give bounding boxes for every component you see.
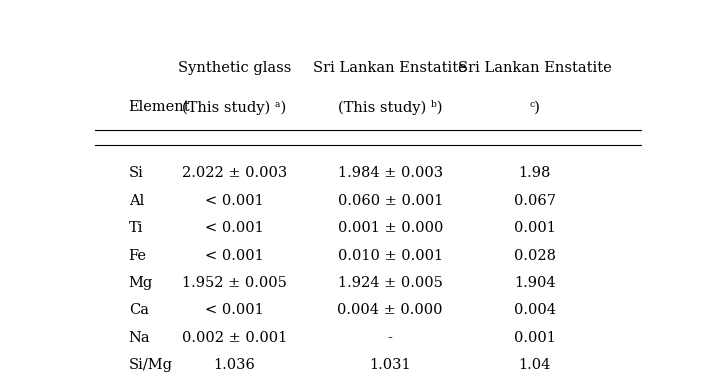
Text: 1.984 ± 0.003: 1.984 ± 0.003 — [337, 166, 443, 180]
Text: Si: Si — [129, 166, 144, 180]
Text: Sri Lankan Enstatite: Sri Lankan Enstatite — [458, 61, 612, 76]
Text: 0.060 ± 0.001: 0.060 ± 0.001 — [337, 194, 443, 208]
Text: 0.010 ± 0.001: 0.010 ± 0.001 — [337, 249, 443, 263]
Text: 0.004: 0.004 — [514, 303, 556, 317]
Text: 0.004 ± 0.000: 0.004 ± 0.000 — [337, 303, 443, 317]
Text: 1.031: 1.031 — [370, 359, 411, 372]
Text: -: - — [388, 331, 393, 345]
Text: < 0.001: < 0.001 — [205, 221, 264, 235]
Text: Fe: Fe — [129, 249, 146, 263]
Text: 1.036: 1.036 — [213, 359, 256, 372]
Text: Sri Lankan Enstatite: Sri Lankan Enstatite — [313, 61, 467, 76]
Text: 0.001: 0.001 — [514, 221, 556, 235]
Text: < 0.001: < 0.001 — [205, 249, 264, 263]
Text: 1.952 ± 0.005: 1.952 ± 0.005 — [182, 276, 287, 290]
Text: < 0.001: < 0.001 — [205, 303, 264, 317]
Text: 0.001 ± 0.000: 0.001 ± 0.000 — [337, 221, 443, 235]
Text: 0.067: 0.067 — [514, 194, 556, 208]
Text: < 0.001: < 0.001 — [205, 194, 264, 208]
Text: 1.924 ± 0.005: 1.924 ± 0.005 — [337, 276, 443, 290]
Text: Al: Al — [129, 194, 144, 208]
Text: 0.028: 0.028 — [514, 249, 556, 263]
Text: Si/Mg: Si/Mg — [129, 359, 173, 372]
Text: 0.002 ± 0.001: 0.002 ± 0.001 — [182, 331, 287, 345]
Text: 2.022 ± 0.003: 2.022 ± 0.003 — [182, 166, 287, 180]
Text: Na: Na — [129, 331, 150, 345]
Text: Synthetic glass: Synthetic glass — [178, 61, 291, 76]
Text: Element: Element — [129, 100, 190, 114]
Text: 0.001: 0.001 — [514, 331, 556, 345]
Text: 1.98: 1.98 — [518, 166, 551, 180]
Text: Mg: Mg — [129, 276, 153, 290]
Text: ᶜ): ᶜ) — [529, 100, 541, 114]
Text: (This study) ᵃ): (This study) ᵃ) — [182, 100, 286, 115]
Text: Ca: Ca — [129, 303, 149, 317]
Text: (This study) ᵇ): (This study) ᵇ) — [338, 100, 442, 115]
Text: 1.04: 1.04 — [518, 359, 551, 372]
Text: 1.904: 1.904 — [514, 276, 556, 290]
Text: Ti: Ti — [129, 221, 143, 235]
